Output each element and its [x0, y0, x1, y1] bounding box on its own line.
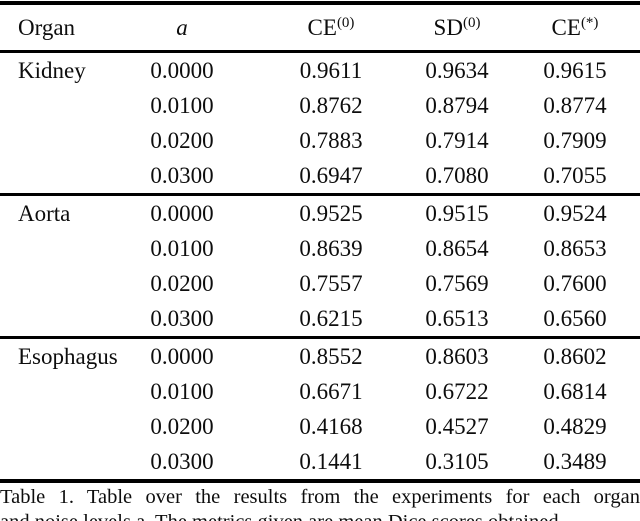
cell-ce0: 0.6671: [299, 379, 363, 404]
cell-cestar: 0.3489: [543, 449, 607, 474]
cell-cestar: 0.8653: [543, 236, 607, 261]
cell-ce0: 0.4168: [299, 414, 363, 439]
table-row: 0.0200 0.7883 0.7914 0.7909: [0, 123, 640, 158]
cell-a: 0.0100: [150, 379, 214, 404]
column-header-organ-label: Organ: [18, 15, 76, 40]
organ-label: [0, 374, 106, 409]
column-header-cestar-sup: (*): [580, 15, 599, 31]
cell-cestar: 0.6814: [543, 379, 607, 404]
organ-label: [0, 123, 106, 158]
organ-label: [0, 409, 106, 444]
cell-sd0: 0.6722: [425, 379, 489, 404]
cell-sd0: 0.9634: [425, 58, 489, 83]
cell-a: 0.0200: [150, 271, 214, 296]
cell-ce0: 0.8639: [299, 236, 363, 261]
organ-label: [0, 301, 106, 336]
column-header-cestar-base: CE: [551, 15, 581, 40]
table-section-rule: [0, 193, 640, 196]
cell-a: 0.0300: [150, 306, 214, 331]
table-caption-line2-clipped: and noise levels a. The metrics given ar…: [0, 510, 640, 521]
cell-sd0: 0.7080: [425, 163, 489, 188]
cell-cestar: 0.7909: [543, 128, 607, 153]
table-header-rule: [0, 50, 640, 53]
table-section-rule: [0, 336, 640, 339]
column-header-cestar: CE(*): [510, 5, 640, 54]
cell-ce0: 0.6947: [299, 163, 363, 188]
table-row: 0.0300 0.1441 0.3105 0.3489: [0, 444, 640, 479]
cell-sd0: 0.8794: [425, 93, 489, 118]
table-row: 0.0100 0.8639 0.8654 0.8653: [0, 231, 640, 266]
column-header-ce0-sup: (0): [336, 15, 355, 31]
table-caption: Table 1. Table over the results from the…: [0, 485, 640, 521]
column-header-sd0-base: SD: [433, 15, 463, 40]
column-header-ce0: CE(0): [258, 5, 404, 54]
cell-ce0: 0.7883: [299, 128, 363, 153]
table-row: 0.0200 0.4168 0.4527 0.4829: [0, 409, 640, 444]
cell-cestar: 0.8774: [543, 93, 607, 118]
column-header-sd0: SD(0): [404, 5, 510, 54]
cell-ce0: 0.9525: [299, 201, 363, 226]
cell-ce0: 0.6215: [299, 306, 363, 331]
cell-sd0: 0.9515: [425, 201, 489, 226]
table-row: 0.0300 0.6947 0.7080 0.7055: [0, 158, 640, 193]
table-bottom-rule: [0, 479, 640, 483]
cell-cestar: 0.7055: [543, 163, 607, 188]
cell-ce0: 0.1441: [299, 449, 363, 474]
cell-a: 0.0000: [150, 344, 214, 369]
column-header-ce0-base: CE: [307, 15, 337, 40]
cell-a: 0.0200: [150, 128, 214, 153]
table-row: Kidney 0.0000 0.9611 0.9634 0.9615: [0, 53, 640, 88]
cell-a: 0.0300: [150, 163, 214, 188]
table-row: 0.0200 0.7557 0.7569 0.7600: [0, 266, 640, 301]
table-row: Aorta 0.0000 0.9525 0.9515 0.9524: [0, 196, 640, 231]
cell-sd0: 0.8603: [425, 344, 489, 369]
cell-a: 0.0100: [150, 93, 214, 118]
cell-sd0: 0.7914: [425, 128, 489, 153]
cell-ce0: 0.9611: [299, 58, 363, 83]
column-header-organ: Organ: [0, 5, 106, 54]
cell-ce0: 0.8762: [299, 93, 363, 118]
cell-a: 0.0200: [150, 414, 214, 439]
column-header-sd0-sup: (0): [462, 15, 481, 31]
cell-ce0: 0.7557: [299, 271, 363, 296]
organ-label: Aorta: [18, 201, 71, 226]
organ-label: Esophagus: [18, 344, 118, 369]
cell-a: 0.0000: [150, 58, 214, 83]
cell-sd0: 0.3105: [425, 449, 489, 474]
table-header-row: Organ a CE(0) SD(0) CE(*): [0, 5, 640, 50]
table-caption-line1: Table 1. Table over the results from the…: [0, 486, 640, 508]
column-header-a-label: a: [176, 15, 188, 40]
table-row: 0.0300 0.6215 0.6513 0.6560: [0, 301, 640, 336]
table-group-esophagus: Esophagus 0.0000 0.8552 0.8603 0.8602 0.…: [0, 339, 640, 479]
organ-label: [0, 88, 106, 123]
table-row: Esophagus 0.0000 0.8552 0.8603 0.8602: [0, 339, 640, 374]
organ-label: [0, 231, 106, 266]
cell-ce0: 0.8552: [299, 344, 363, 369]
cell-sd0: 0.7569: [425, 271, 489, 296]
organ-label: [0, 266, 106, 301]
organ-label: Kidney: [18, 58, 86, 83]
table-group-aorta: Aorta 0.0000 0.9525 0.9515 0.9524 0.0100…: [0, 196, 640, 336]
cell-cestar: 0.7600: [543, 271, 607, 296]
cell-cestar: 0.8602: [543, 344, 607, 369]
organ-label: [0, 444, 106, 479]
cell-a: 0.0100: [150, 236, 214, 261]
cell-a: 0.0000: [150, 201, 214, 226]
cell-cestar: 0.9524: [543, 201, 607, 226]
cell-a: 0.0300: [150, 449, 214, 474]
table-group-kidney: Kidney 0.0000 0.9611 0.9634 0.9615 0.010…: [0, 53, 640, 193]
table-top-rule: [0, 1, 640, 5]
organ-label: [0, 158, 106, 193]
cell-cestar: 0.4829: [543, 414, 607, 439]
cell-cestar: 0.6560: [543, 306, 607, 331]
cell-sd0: 0.4527: [425, 414, 489, 439]
table-row: 0.0100 0.8762 0.8794 0.8774: [0, 88, 640, 123]
column-header-a: a: [106, 5, 258, 54]
cell-sd0: 0.6513: [425, 306, 489, 331]
cell-cestar: 0.9615: [543, 58, 607, 83]
table-row: 0.0100 0.6671 0.6722 0.6814: [0, 374, 640, 409]
cell-sd0: 0.8654: [425, 236, 489, 261]
